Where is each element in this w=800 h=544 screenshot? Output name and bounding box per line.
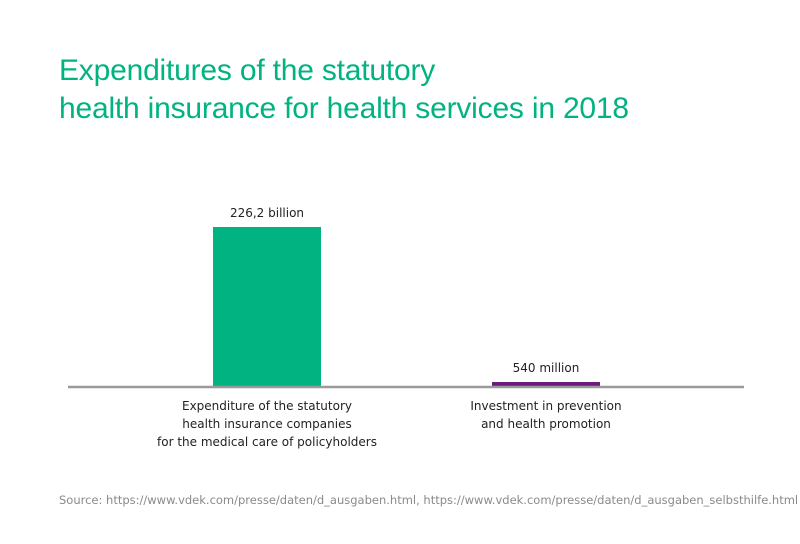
category-label-2-line-2: and health promotion [481, 417, 611, 431]
value-label-2: 540 million [513, 361, 580, 375]
bars-group [213, 227, 600, 387]
category-label-1-line-3: for the medical care of policyholders [157, 435, 377, 449]
category-label-2-line-1: Investment in prevention [470, 399, 621, 413]
bar-2 [492, 382, 600, 387]
chart-title-line-1: Expenditures of the statutory [59, 54, 436, 87]
source-label: Source: [59, 493, 103, 507]
chart-title-line-2: health insurance for health services in … [59, 92, 629, 125]
category-label-1-line-2: health insurance companies [182, 417, 351, 431]
source-urls: https://www.vdek.com/presse/daten/d_ausg… [106, 493, 799, 507]
chart-title: Expenditures of the statutory health ins… [59, 52, 629, 128]
category-labels-group: Expenditure of the statutory health insur… [157, 399, 622, 449]
bar-1 [213, 227, 321, 387]
value-label-1: 226,2 billion [230, 206, 304, 220]
source-note: Source: https://www.vdek.com/presse/date… [59, 493, 798, 507]
category-label-1-line-1: Expenditure of the statutory [182, 399, 352, 413]
value-labels-group: 226,2 billion 540 million [230, 206, 579, 375]
